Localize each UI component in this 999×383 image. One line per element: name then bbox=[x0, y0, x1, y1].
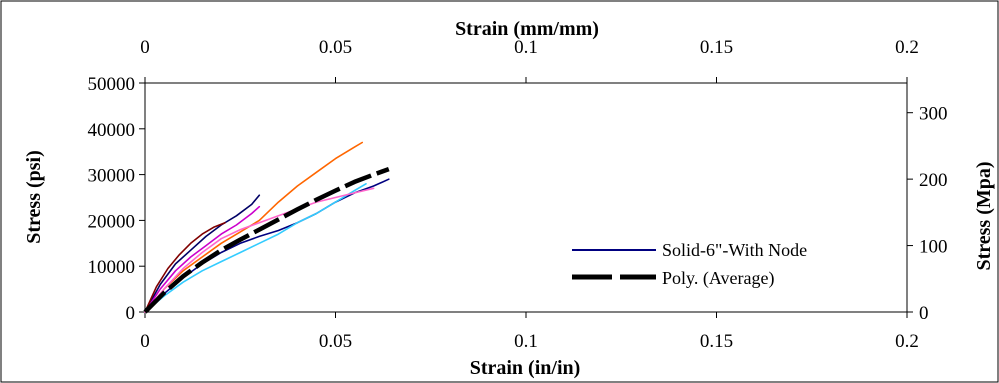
x-tick-label-bottom-4: 0.2 bbox=[895, 331, 919, 352]
x-tick-label-bottom-3: 0.15 bbox=[700, 331, 733, 352]
y-tick-label-left-4: 40000 bbox=[88, 120, 136, 141]
series-line-7 bbox=[143, 166, 390, 314]
y-tick-label-left-1: 10000 bbox=[88, 257, 136, 278]
y-tick-label-left-2: 20000 bbox=[88, 211, 136, 232]
x-tick-label-top-1: 0.05 bbox=[319, 37, 352, 58]
y-tick-label-right-1: 100 bbox=[919, 237, 948, 258]
x-axis-title-top: Strain (mm/mm) bbox=[455, 18, 599, 40]
series-line-2 bbox=[144, 183, 367, 313]
series-line-1 bbox=[144, 141, 364, 313]
y-axis-title-right: Stress (Mpa) bbox=[973, 161, 995, 270]
legend: Solid-6"-With Node Poly. (Average) bbox=[572, 240, 807, 289]
x-tick-label-bottom-1: 0.05 bbox=[319, 331, 352, 352]
y-tick-label-left-5: 50000 bbox=[88, 74, 136, 95]
y-tick-label-right-2: 200 bbox=[919, 170, 948, 191]
legend-label-solid: Solid-6"-With Node bbox=[662, 240, 807, 260]
x-axis-title-bottom: Strain (in/in) bbox=[470, 357, 581, 379]
series-line-3 bbox=[144, 194, 261, 313]
y-tick-label-right-0: 0 bbox=[919, 303, 929, 324]
x-tick-label-bottom-2: 0.1 bbox=[514, 331, 538, 352]
x-tick-label-top-0: 0 bbox=[140, 37, 150, 58]
axes bbox=[139, 77, 913, 318]
series-layer bbox=[143, 141, 390, 314]
y-tick-label-right-3: 300 bbox=[919, 104, 948, 125]
series-line-5 bbox=[144, 221, 226, 313]
series-line-6 bbox=[144, 187, 375, 313]
legend-label-average: Poly. (Average) bbox=[662, 268, 774, 289]
x-tick-label-bottom-0: 0 bbox=[140, 331, 150, 352]
series-line-4 bbox=[144, 205, 261, 313]
x-tick-label-top-3: 0.15 bbox=[700, 37, 733, 58]
x-tick-label-top-2: 0.1 bbox=[514, 37, 538, 58]
y-tick-label-left-3: 30000 bbox=[88, 166, 136, 187]
x-tick-label-top-4: 0.2 bbox=[895, 37, 919, 58]
tick-labels: 0 0.05 0.1 0.15 0.20 0.05 0.1 0.15 0.20100002000… bbox=[88, 37, 948, 352]
y-tick-label-left-0: 0 bbox=[126, 303, 136, 324]
y-axis-title-left: Stress (psi) bbox=[23, 150, 45, 244]
